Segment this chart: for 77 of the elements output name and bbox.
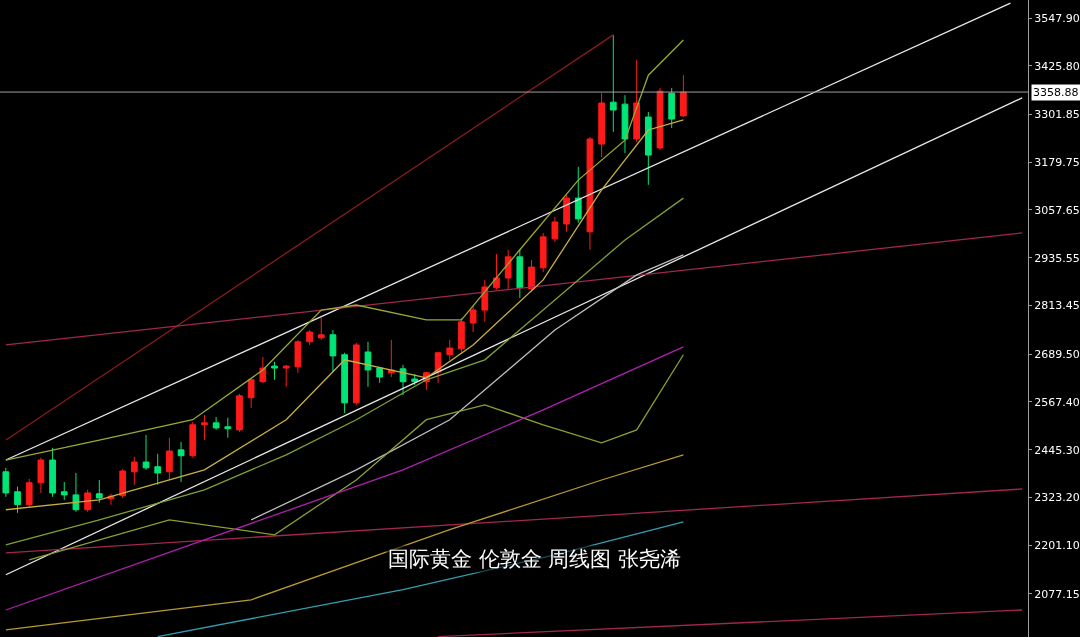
candlestick xyxy=(528,259,535,293)
candlestick xyxy=(212,416,220,431)
candlestick xyxy=(2,467,10,498)
candlestick xyxy=(539,232,547,273)
candlestick xyxy=(598,92,605,158)
candlestick xyxy=(656,87,664,151)
candlestick xyxy=(399,364,407,396)
candlestick xyxy=(609,34,617,133)
candlestick xyxy=(668,87,676,129)
candlestick xyxy=(95,479,103,504)
candlestick xyxy=(154,453,162,486)
candlestick xyxy=(516,248,524,299)
candlestick xyxy=(376,366,384,384)
line-series xyxy=(5,39,685,461)
candlestick xyxy=(633,59,641,143)
candlestick xyxy=(586,136,594,251)
candlestick xyxy=(271,361,278,381)
y-tick-label: 2445.30 xyxy=(1034,443,1080,457)
candlestick xyxy=(644,111,652,186)
y-tick-label: 2567.40 xyxy=(1034,395,1080,409)
candlestick xyxy=(411,373,419,386)
candlestick xyxy=(458,317,465,354)
candlestick xyxy=(224,417,232,439)
candlestick xyxy=(166,437,173,481)
line-series xyxy=(5,454,685,631)
candlestick xyxy=(574,166,582,224)
candlestick xyxy=(119,468,127,499)
line-series xyxy=(5,119,685,511)
candlestick xyxy=(37,457,45,494)
candlestick xyxy=(551,216,559,243)
y-tick-label: 2323.20 xyxy=(1034,491,1080,505)
candlestick xyxy=(563,194,570,233)
candlestick xyxy=(469,305,477,333)
candlestick xyxy=(84,489,91,513)
candlestick xyxy=(446,339,454,361)
y-tick-label: 2935.55 xyxy=(1034,251,1080,265)
candlestick xyxy=(306,329,313,346)
candlestick xyxy=(680,74,687,118)
y-tick-label: 3057.65 xyxy=(1034,203,1080,217)
candlestick xyxy=(14,486,21,514)
ref-line-label: 3358.88 xyxy=(1033,86,1079,99)
y-tick-label: 2201.10 xyxy=(1034,539,1080,553)
line-series xyxy=(5,197,685,546)
candlestick xyxy=(247,378,255,409)
annotation: 国际黄金 伦敦金 周线图 张尧浠 xyxy=(388,547,682,571)
candlestick xyxy=(364,341,372,388)
y-tick-label: 3301.85 xyxy=(1034,108,1080,122)
candlestick xyxy=(60,481,68,501)
line-series xyxy=(250,254,685,521)
y-tick-label: 3425.80 xyxy=(1034,59,1080,73)
y-tick-label: 3547.90 xyxy=(1034,11,1080,25)
candlestick xyxy=(72,472,80,513)
candlestick xyxy=(177,441,185,483)
candlestick xyxy=(352,342,360,406)
candlestick xyxy=(142,434,150,471)
candlestick xyxy=(317,317,325,341)
y-tick-label: 3179.75 xyxy=(1034,156,1080,170)
y-tick-label: 2813.45 xyxy=(1034,299,1080,313)
candlestick xyxy=(282,364,290,388)
candlestick xyxy=(329,329,337,373)
candlestick xyxy=(236,393,243,433)
candlestick xyxy=(201,414,208,441)
candlestick xyxy=(621,94,629,154)
candlestick xyxy=(259,356,267,384)
candlestick xyxy=(130,456,138,486)
candlestick xyxy=(493,253,500,290)
candlestick xyxy=(49,447,56,498)
candlestick xyxy=(504,249,512,290)
candlestick xyxy=(294,339,302,374)
line-series xyxy=(157,521,685,637)
y-tick-label: 2689.50 xyxy=(1034,347,1080,361)
y-tick-label: 2077.15 xyxy=(1034,587,1080,601)
candlestick xyxy=(341,352,348,414)
candlestick xyxy=(387,339,395,378)
candlestick xyxy=(189,421,197,459)
line-series xyxy=(5,346,685,611)
candlestick xyxy=(25,478,33,509)
